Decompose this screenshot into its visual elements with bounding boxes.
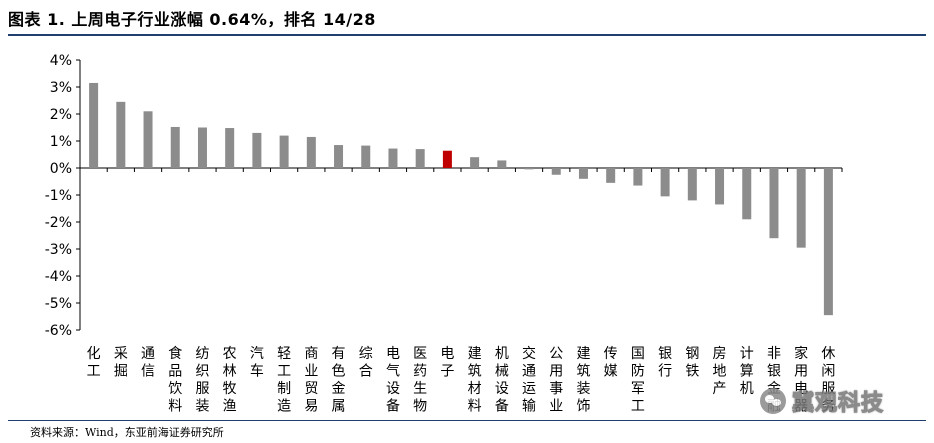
source-note: 资料来源：Wind，东亚前海证券研究所 [30,426,224,439]
x-tick-label: 综合 [359,346,373,380]
bar [470,157,480,168]
bar [225,128,235,168]
bar-chart: 4% 3% 2% 1% 0% -1% -2% -3% -4% -5% -6% 化工采掘通信食品饮料纺… [45,53,843,415]
x-tick-label: 电子 [440,346,454,380]
x-axis-labels: 化工采掘通信食品饮料纺织服装农林牧渔汽车轻工制造商业贸易有色金属综合电气设备医药… [87,168,843,415]
y-tick-label: -1% [45,188,72,204]
bar [578,168,588,179]
x-tick-label: 建筑材料 [468,346,482,415]
x-tick-label: 食品饮料 [168,345,182,415]
x-tick-label: 电气设备 [386,346,400,415]
x-tick-label: 采掘 [114,346,128,380]
bar [388,148,398,168]
x-tick-label: 轻工制造 [277,346,291,415]
x-tick-label: 银行 [658,346,672,380]
source-rule [8,420,926,421]
y-tick-label: 1% [50,134,72,150]
bar [116,101,126,168]
x-tick-label: 计算机 [740,346,754,397]
y-tick-label: 4% [50,53,72,69]
bars [89,82,833,316]
x-tick-label: 公用事业 [549,346,563,415]
x-tick-label: 医药生物 [413,346,427,415]
x-tick-label: 纺织服装 [195,346,209,415]
bar [606,168,616,183]
x-tick-label: 交通运输 [522,345,536,415]
bar [551,168,561,175]
bar [89,82,99,168]
x-tick-label: 国防军工 [631,346,645,415]
x-tick-label: 机械设备 [495,346,509,415]
x-tick-label: 休闲服务 [821,346,835,415]
y-tick-label: -5% [45,296,72,312]
bar [633,168,643,186]
bar [497,160,507,168]
x-tick-label: 家用电器 [794,345,808,415]
bar [252,132,262,168]
watermark-text: 冀观科技 [791,391,885,417]
bar [361,145,371,168]
bar [524,168,534,170]
x-tick-label: 建筑装饰 [576,346,590,415]
bar [143,111,153,168]
y-axis: 4% 3% 2% 1% 0% -1% -2% -3% -4% -5% -6% [45,53,842,339]
bar [334,145,344,168]
bar [687,168,697,201]
bar [415,149,425,168]
wechat-icon [760,388,786,414]
x-tick-label: 房地产 [713,346,727,397]
bar [660,168,670,197]
x-tick-label: 汽车 [250,346,264,380]
x-tick-label: 化工 [87,346,101,380]
y-tick-label: -2% [45,215,72,231]
bar [306,136,316,168]
bar [170,126,180,168]
x-tick-label: 有色金属 [332,346,346,415]
chart-title: 图表 1. 上周电子行业涨幅 0.64%，排名 14/28 [8,10,376,29]
y-tick-label: -4% [45,269,72,285]
x-tick-label: 钢铁 [685,346,699,380]
y-tick-label: 0% [50,161,72,177]
bar [796,168,806,248]
bar [197,127,207,168]
bar [769,168,779,239]
watermark: 冀观科技 [760,386,885,417]
y-tick-label: 2% [50,107,72,123]
x-tick-label: 传媒 [604,346,618,380]
bar [823,168,833,316]
bar [442,150,452,168]
bar [742,168,752,220]
y-tick-label: 3% [50,80,72,96]
y-tick-label: -6% [45,323,72,339]
x-tick-label: 农林牧渔 [223,346,237,415]
title-rule [8,34,926,36]
bar [279,135,289,168]
x-tick-label: 通信 [141,346,155,380]
x-tick-label: 商业贸易 [304,346,318,415]
y-tick-label: -3% [45,242,72,258]
bar [715,168,725,205]
